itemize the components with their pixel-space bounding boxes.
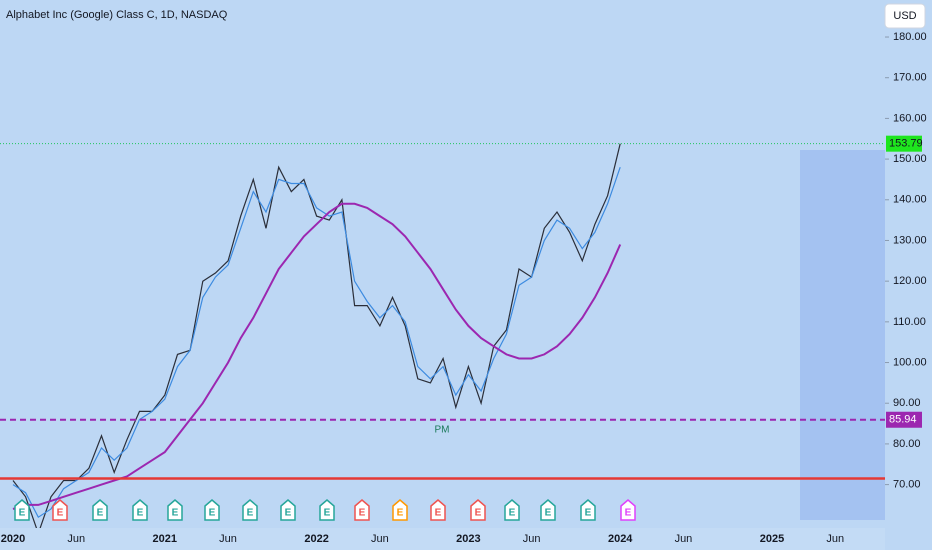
earnings-label: E	[625, 508, 632, 519]
series-line	[12, 167, 621, 519]
y-tick-label: 70.00	[893, 479, 921, 491]
y-tick-label: 110.00	[893, 316, 926, 328]
marked-level-tag	[886, 411, 922, 428]
earnings-marker	[280, 499, 296, 521]
currency[interactable]: USD	[893, 10, 916, 22]
x-tick-label: Jun	[523, 533, 541, 545]
x-tick-label: 2021	[153, 533, 177, 545]
y-tick-label: 90.00	[893, 397, 921, 409]
earnings-marker	[319, 499, 335, 521]
earnings-marker	[167, 499, 183, 521]
earnings-label: E	[19, 508, 26, 519]
earnings-marker	[392, 499, 408, 521]
earnings-label: E	[585, 508, 592, 519]
earnings-label: E	[324, 508, 331, 519]
y-tick-label: 100.00	[893, 356, 927, 368]
x-tick-label: 2025	[760, 533, 784, 545]
time-axis	[0, 528, 885, 550]
earnings-label: E	[435, 508, 442, 519]
earnings-label: E	[475, 508, 482, 519]
annotation: PM	[435, 425, 450, 436]
last-price-label: 153.79	[889, 138, 923, 150]
y-tick-label: 80.00	[893, 438, 921, 450]
x-tick-label: 2024	[608, 533, 633, 545]
y-tick-label: 150.00	[893, 153, 927, 165]
x-tick-label: Jun	[675, 533, 693, 545]
marked-level-label: 85.94	[889, 414, 917, 426]
x-tick-label: Jun	[67, 533, 85, 545]
series-line	[12, 202, 622, 510]
earnings-label: E	[247, 508, 254, 519]
earnings-marker	[540, 499, 556, 521]
earnings-marker	[470, 499, 486, 521]
earnings-marker	[504, 499, 520, 521]
earnings-label: E	[285, 508, 292, 519]
earnings-label: E	[209, 508, 216, 519]
x-tick-label: 2023	[456, 533, 480, 545]
earnings-label: E	[397, 508, 404, 519]
earnings-label: E	[359, 508, 366, 519]
earnings-marker	[52, 499, 68, 521]
y-tick-label: 170.00	[893, 72, 927, 84]
earnings-label: E	[97, 508, 104, 519]
last-price-tag	[886, 135, 922, 152]
y-tick-label: 120.00	[893, 275, 927, 287]
y-tick-label: 130.00	[893, 234, 927, 246]
earnings-marker	[620, 499, 636, 521]
earnings-label: E	[137, 508, 144, 519]
x-tick-label: Jun	[219, 533, 237, 545]
earnings-marker	[354, 499, 370, 521]
earnings-marker	[204, 499, 220, 521]
x-tick-label: Jun	[371, 533, 389, 545]
chart-title: Alphabet Inc (Google) Class C, 1D, NASDA…	[6, 9, 228, 21]
earnings-marker	[580, 499, 596, 521]
volume-profile	[800, 150, 885, 520]
earnings-marker	[242, 499, 258, 521]
series-line	[12, 143, 621, 528]
x-tick-label: 2022	[304, 533, 328, 545]
y-tick-label: 180.00	[893, 31, 927, 43]
x-tick-label: Jun	[826, 533, 844, 545]
earnings-marker	[92, 499, 108, 521]
earnings-marker	[14, 499, 30, 521]
earnings-marker	[430, 499, 446, 521]
earnings-marker	[132, 499, 148, 521]
earnings-label: E	[509, 508, 516, 519]
earnings-label: E	[545, 508, 552, 519]
y-tick-label: 140.00	[893, 194, 927, 206]
x-tick-label: 2020	[1, 533, 25, 545]
currency-button[interactable]	[884, 3, 926, 29]
y-tick-label: 160.00	[893, 112, 927, 124]
plot	[12, 143, 622, 528]
earnings-label: E	[57, 508, 64, 519]
earnings-label: E	[172, 508, 179, 519]
